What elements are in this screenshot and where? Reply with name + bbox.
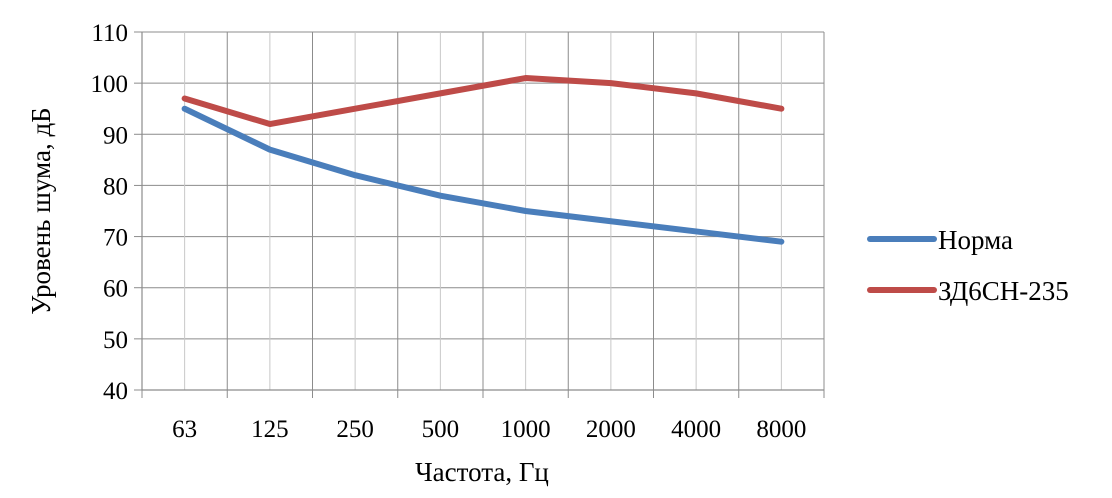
y-axis-title: Уровень шума, дБ [26, 107, 56, 314]
x-axis-title: Частота, Гц [415, 457, 549, 487]
y-tick-label: 50 [103, 327, 128, 354]
x-tick-label: 125 [251, 416, 289, 443]
x-tick-label: 4000 [671, 416, 721, 443]
x-tick-label: 2000 [586, 416, 636, 443]
y-tick-label: 60 [103, 276, 128, 303]
y-tick-labels: 40 50 60 70 80 90 100 110 [91, 20, 129, 405]
y-tick-label: 90 [103, 122, 128, 149]
y-tick-label: 100 [91, 71, 129, 98]
axes [134, 31, 825, 398]
grid-lines [142, 31, 825, 390]
series-line-1 [181, 75, 785, 128]
x-tick-labels: 63 125 250 500 1000 2000 4000 8000 [172, 416, 806, 443]
y-tick-label: 110 [91, 20, 128, 47]
legend-label: ЗД6СН-235 [938, 276, 1069, 306]
series-lines [181, 75, 785, 245]
y-tick-label: 70 [103, 225, 128, 252]
legend-label: Норма [938, 225, 1013, 255]
series-line-0 [181, 105, 785, 245]
x-tick-label: 500 [422, 416, 460, 443]
y-tick-label: 80 [103, 173, 128, 200]
y-tick-label: 40 [103, 378, 128, 405]
x-tick-label: 63 [172, 416, 197, 443]
x-tick-label: 250 [336, 416, 374, 443]
x-tick-label: 1000 [501, 416, 551, 443]
x-tick-label: 8000 [756, 416, 806, 443]
legend: Норма ЗД6СН-235 [867, 225, 1069, 306]
